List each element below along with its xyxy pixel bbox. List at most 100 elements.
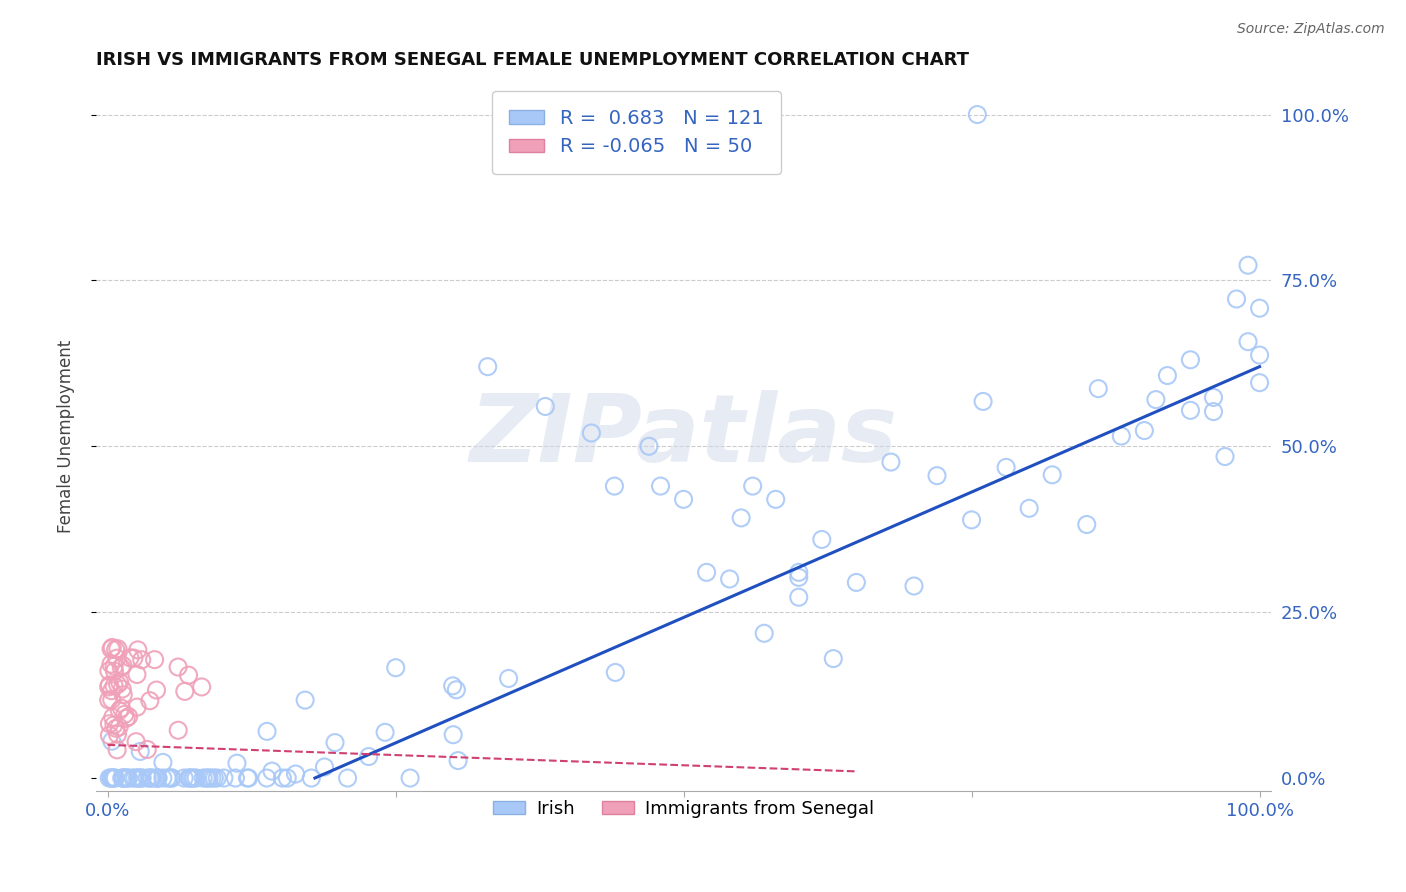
Point (1213, 450, 1236, 464)
Point (374, 725, 396, 739)
Point (112, 771, 135, 785)
Point (399, 771, 422, 785)
Point (202, 771, 225, 785)
Point (179, 771, 201, 785)
Point (100, 693, 122, 707)
Point (97, 680, 120, 694)
Point (284, 767, 307, 781)
Point (122, 651, 145, 665)
Point (103, 718, 125, 732)
Point (441, 679, 464, 693)
Point (966, 107, 988, 121)
Point (100, 771, 122, 785)
Point (183, 771, 205, 785)
Point (115, 771, 138, 785)
Point (205, 771, 228, 785)
Point (1133, 424, 1156, 438)
Point (845, 575, 868, 590)
Point (787, 591, 810, 605)
Point (336, 771, 359, 785)
Point (160, 771, 183, 785)
Point (787, 570, 810, 584)
Point (103, 679, 125, 693)
Point (97, 664, 120, 678)
Point (181, 771, 204, 785)
Point (1237, 334, 1260, 349)
Point (112, 771, 135, 785)
Point (1040, 467, 1063, 482)
Point (224, 771, 246, 785)
Point (903, 579, 925, 593)
Point (1156, 368, 1178, 383)
Point (960, 513, 983, 527)
Legend: Irish, Immigrants from Senegal: Irish, Immigrants from Senegal (485, 792, 882, 825)
Point (260, 764, 283, 779)
Point (1249, 376, 1271, 390)
Point (1018, 501, 1040, 516)
Point (98, 678, 121, 692)
Point (159, 771, 181, 785)
Point (125, 734, 148, 748)
Point (441, 728, 464, 742)
Point (108, 704, 131, 718)
Point (534, 400, 557, 414)
Point (139, 694, 162, 708)
Point (446, 682, 468, 697)
Point (145, 683, 167, 698)
Point (1111, 429, 1133, 443)
Y-axis label: Female Unemployment: Female Unemployment (58, 340, 75, 533)
Point (190, 680, 212, 694)
Point (823, 651, 845, 665)
Point (101, 710, 124, 724)
Text: ZIPatlas: ZIPatlas (470, 391, 897, 483)
Point (125, 667, 148, 681)
Point (152, 771, 174, 785)
Point (98, 728, 121, 742)
Point (696, 566, 718, 580)
Point (605, 665, 627, 680)
Point (100, 771, 122, 785)
Point (115, 771, 138, 785)
Point (167, 723, 190, 738)
Point (107, 677, 129, 691)
Point (672, 492, 695, 507)
Point (198, 771, 221, 785)
Point (603, 479, 626, 493)
Point (1202, 391, 1225, 405)
Point (447, 754, 470, 768)
Point (787, 566, 810, 580)
Point (115, 711, 138, 725)
Point (1249, 348, 1271, 362)
Point (112, 771, 135, 785)
Point (110, 701, 132, 715)
Point (195, 771, 218, 785)
Point (118, 650, 141, 665)
Point (201, 771, 224, 785)
Point (146, 771, 169, 785)
Point (256, 724, 278, 739)
Point (100, 657, 122, 672)
Point (107, 641, 129, 656)
Point (1180, 352, 1202, 367)
Point (121, 771, 143, 785)
Point (124, 771, 146, 785)
Point (127, 771, 149, 785)
Point (101, 734, 124, 748)
Point (114, 707, 136, 722)
Point (131, 653, 153, 667)
Point (108, 675, 131, 690)
Point (1249, 301, 1271, 316)
Point (650, 479, 672, 493)
Point (139, 771, 162, 785)
Point (108, 720, 131, 734)
Point (128, 771, 150, 785)
Point (98, 716, 121, 731)
Point (111, 681, 134, 696)
Point (765, 492, 787, 507)
Point (384, 661, 406, 675)
Point (105, 743, 128, 757)
Point (236, 771, 259, 785)
Point (111, 658, 134, 673)
Point (323, 736, 346, 750)
Point (730, 511, 752, 525)
